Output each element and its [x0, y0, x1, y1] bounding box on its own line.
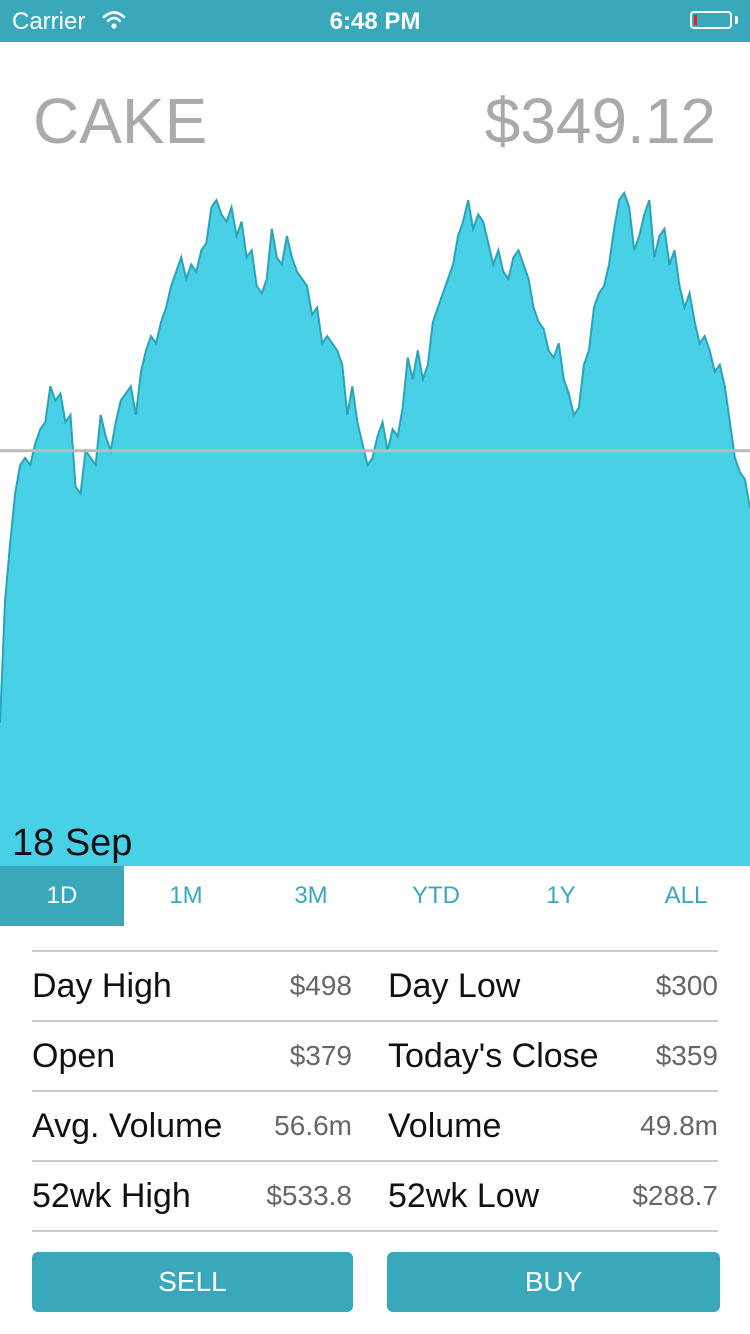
- status-time: 6:48 PM: [329, 8, 421, 35]
- stat-value-day-high: $498: [289, 970, 352, 1001]
- stat-value-52wk-high: $533.8: [266, 1180, 352, 1211]
- stat-label-avg-volume: Avg. Volume: [32, 1107, 223, 1145]
- range-tabs: 1D 1M 3M YTD 1Y ALL: [0, 866, 750, 926]
- stat-label-day-low: Day Low: [388, 967, 521, 1005]
- stat-label-open: Open: [32, 1037, 116, 1075]
- price-chart[interactable]: 18 Sep: [0, 150, 750, 866]
- stat-label-52wk-low: 52wk Low: [388, 1177, 540, 1215]
- carrier-label: Carrier: [12, 8, 86, 35]
- stats-table: Day High $498 Day Low $300 Open $379 Tod…: [32, 950, 718, 1232]
- chart-date-label: 18 Sep: [12, 822, 133, 864]
- stat-value-52wk-low: $288.7: [632, 1180, 718, 1211]
- wifi-icon: [102, 11, 126, 29]
- stat-label-day-high: Day High: [32, 967, 172, 1005]
- current-price: $349.12: [484, 85, 716, 157]
- tab-1d[interactable]: 1D: [0, 866, 124, 926]
- buy-button[interactable]: BUY: [387, 1252, 720, 1312]
- stat-row: Open $379 Today's Close $359: [32, 1020, 718, 1090]
- battery-nub: [735, 16, 738, 24]
- stat-value-volume: 49.8m: [640, 1110, 718, 1141]
- tab-all[interactable]: ALL: [664, 882, 708, 909]
- sell-button[interactable]: SELL: [32, 1252, 353, 1312]
- status-bar: Carrier 6:48 PM: [0, 0, 750, 42]
- battery-icon: [690, 11, 732, 29]
- stat-value-avg-volume: 56.6m: [274, 1110, 352, 1141]
- stat-value-todays-close: $359: [655, 1040, 718, 1071]
- stat-label-todays-close: Today's Close: [388, 1037, 599, 1075]
- price-chart-svg: [0, 190, 750, 866]
- price-area: [0, 192, 750, 866]
- tab-ytd[interactable]: YTD: [412, 882, 460, 909]
- tab-1m[interactable]: 1M: [169, 882, 203, 909]
- tab-3m[interactable]: 3M: [294, 882, 328, 909]
- stat-row: Avg. Volume 56.6m Volume 49.8m: [32, 1090, 718, 1160]
- stat-label-volume: Volume: [388, 1107, 502, 1145]
- stat-row: Day High $498 Day Low $300: [32, 950, 718, 1020]
- stat-label-52wk-high: 52wk High: [32, 1177, 191, 1215]
- battery-level: [694, 15, 697, 25]
- stat-value-day-low: $300: [655, 970, 718, 1001]
- stat-row: 52wk High $533.8 52wk Low $288.7: [32, 1160, 718, 1232]
- price-line: [0, 190, 750, 723]
- stat-value-open: $379: [289, 1040, 352, 1071]
- ticker-symbol: CAKE: [33, 85, 208, 157]
- tab-1y[interactable]: 1Y: [546, 882, 576, 909]
